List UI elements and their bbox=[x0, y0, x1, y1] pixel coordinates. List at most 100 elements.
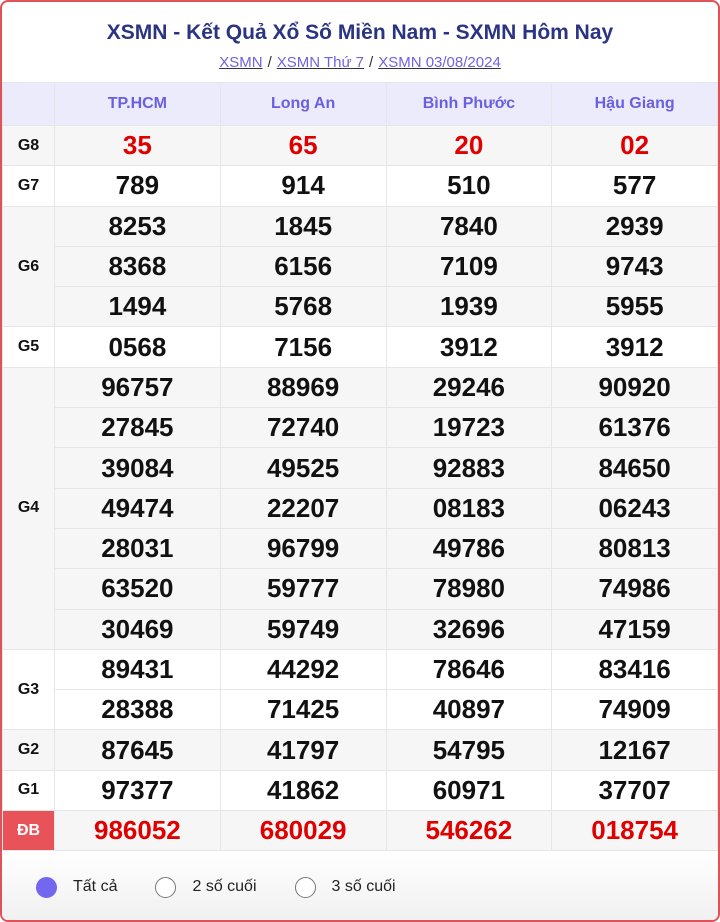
prize-label: G4 bbox=[2, 366, 55, 650]
prize-number: 80813 bbox=[551, 527, 718, 570]
prize-number: 3912 bbox=[385, 326, 553, 368]
filter-option[interactable]: 3 số cuối bbox=[294, 876, 396, 898]
prize-row: G7 789 914 510 577 bbox=[2, 165, 718, 207]
prize-label: G1 bbox=[2, 769, 55, 812]
province-header-row: TP.HCM Long An Bình Phước Hậu Giang bbox=[2, 82, 718, 126]
prize-number: 018754 bbox=[551, 810, 718, 852]
prize-number: 5955 bbox=[551, 286, 718, 328]
prize-number: 577 bbox=[551, 165, 718, 207]
province-header: Bình Phước bbox=[385, 82, 553, 126]
prize-number: 96799 bbox=[219, 527, 387, 570]
prize-number: 84650 bbox=[551, 447, 718, 489]
prize-row: G6 8253 1845 7840 2939 bbox=[2, 205, 718, 328]
prize-number: 41797 bbox=[219, 729, 387, 771]
prize-number: 6156 bbox=[219, 245, 387, 288]
breadcrumb-weekday[interactable]: XSMN Thứ 7 bbox=[276, 54, 365, 71]
province-header: Hậu Giang bbox=[551, 82, 718, 126]
prize-number: 28388 bbox=[54, 689, 221, 731]
prize-row: ĐB 986052 680029 546262 018754 bbox=[2, 810, 718, 852]
prize-number: 72740 bbox=[219, 407, 387, 449]
province-header: Long An bbox=[219, 82, 387, 126]
prize-number: 97377 bbox=[54, 769, 221, 812]
prize-number: 74909 bbox=[551, 689, 718, 731]
prize-label: G8 bbox=[2, 124, 55, 167]
prize-row: G4 96757 88969 29246 90920 bbox=[2, 366, 718, 650]
prize-number: 986052 bbox=[54, 810, 221, 852]
prize-number: 5768 bbox=[219, 286, 387, 328]
filter-option[interactable]: 2 số cuối bbox=[155, 876, 257, 898]
prize-number: 59777 bbox=[219, 568, 387, 610]
prize-number: 49786 bbox=[385, 527, 553, 570]
breadcrumb: XSMN / XSMN Thứ 7/XSMN 03/08/2024 bbox=[2, 54, 718, 76]
prize-number: 06243 bbox=[551, 487, 718, 529]
prize-row: G1 97377 41862 60971 37707 bbox=[2, 769, 718, 812]
prize-number: 789 bbox=[54, 165, 221, 207]
prize-number: 02 bbox=[551, 124, 718, 167]
prize-label: G7 bbox=[2, 165, 55, 207]
prize-number: 08183 bbox=[385, 487, 553, 529]
prize-number: 41862 bbox=[219, 769, 387, 812]
prize-number: 44292 bbox=[219, 648, 387, 691]
prize-number: 47159 bbox=[551, 608, 718, 650]
prize-number: 28031 bbox=[54, 527, 221, 570]
prize-row: G5 0568 7156 3912 3912 bbox=[2, 326, 718, 368]
prize-label: ĐB bbox=[2, 810, 55, 852]
prize-number: 1939 bbox=[385, 286, 553, 328]
prize-number: 7156 bbox=[219, 326, 387, 368]
prize-number: 78646 bbox=[385, 648, 553, 691]
prize-number: 546262 bbox=[385, 810, 553, 852]
radio-icon[interactable] bbox=[36, 876, 57, 898]
prize-number: 96757 bbox=[54, 366, 221, 409]
prize-label: G2 bbox=[2, 729, 55, 771]
prize-number: 3912 bbox=[551, 326, 718, 368]
prize-number: 40897 bbox=[385, 689, 553, 731]
prize-label: G3 bbox=[2, 648, 55, 731]
prize-number: 0568 bbox=[54, 326, 221, 368]
prize-number: 71425 bbox=[219, 689, 387, 731]
prize-number: 1845 bbox=[219, 205, 387, 247]
prize-number: 63520 bbox=[54, 568, 221, 610]
prize-number: 87645 bbox=[54, 729, 221, 771]
radio-icon[interactable] bbox=[294, 876, 316, 898]
prize-number: 30469 bbox=[54, 608, 221, 650]
prize-number: 60971 bbox=[385, 769, 553, 812]
filter-option-label: 2 số cuối bbox=[192, 878, 257, 895]
prize-number: 35 bbox=[54, 124, 221, 167]
prize-number: 9743 bbox=[551, 245, 718, 288]
prize-number: 8253 bbox=[54, 205, 221, 247]
prize-number: 27845 bbox=[54, 407, 221, 449]
breadcrumb-xsmn[interactable]: XSMN bbox=[219, 54, 263, 71]
prize-number: 2939 bbox=[551, 205, 718, 247]
prize-row: G8 35 65 20 02 bbox=[2, 124, 718, 167]
prize-row: 8368 6156 7109 9743 bbox=[3, 245, 718, 288]
prize-number: 59749 bbox=[219, 608, 387, 650]
prize-number: 12167 bbox=[551, 729, 718, 771]
digit-filter: Tất cả 2 số cuối 3 số cuối bbox=[2, 852, 718, 920]
breadcrumb-date[interactable]: XSMN 03/08/2024 bbox=[378, 54, 501, 71]
prize-number: 22207 bbox=[219, 487, 387, 529]
prize-row: 63520 59777 78980 74986 bbox=[3, 568, 718, 610]
prize-number: 65 bbox=[219, 124, 387, 167]
prize-number: 7840 bbox=[385, 205, 553, 247]
prize-row: 28031 96799 49786 80813 bbox=[3, 527, 718, 570]
prize-number: 89431 bbox=[54, 648, 221, 691]
prize-row: 27845 72740 19723 61376 bbox=[3, 407, 718, 449]
prize-row: 30469 59749 32696 47159 bbox=[3, 608, 718, 650]
prize-label: G6 bbox=[2, 205, 55, 328]
prize-header bbox=[2, 82, 55, 126]
results-table: TP.HCM Long An Bình Phước Hậu Giang G8 35 65 2… bbox=[2, 82, 718, 852]
prize-number: 20 bbox=[385, 124, 553, 167]
prize-number: 32696 bbox=[385, 608, 553, 650]
breadcrumb-separator: / bbox=[369, 54, 374, 71]
prize-number: 49474 bbox=[54, 487, 221, 529]
filter-option-label: 3 số cuối bbox=[331, 878, 396, 895]
prize-number: 54795 bbox=[385, 729, 553, 771]
radio-icon[interactable] bbox=[155, 876, 177, 898]
prize-row: 1494 5768 1939 5955 bbox=[3, 286, 718, 328]
prize-row: G3 89431 44292 78646 83416 bbox=[2, 648, 718, 731]
prize-number: 37707 bbox=[551, 769, 718, 812]
prize-number: 510 bbox=[385, 165, 553, 207]
prize-number: 39084 bbox=[54, 447, 221, 489]
prize-number: 680029 bbox=[219, 810, 387, 852]
filter-option[interactable]: Tất cả bbox=[36, 876, 117, 898]
